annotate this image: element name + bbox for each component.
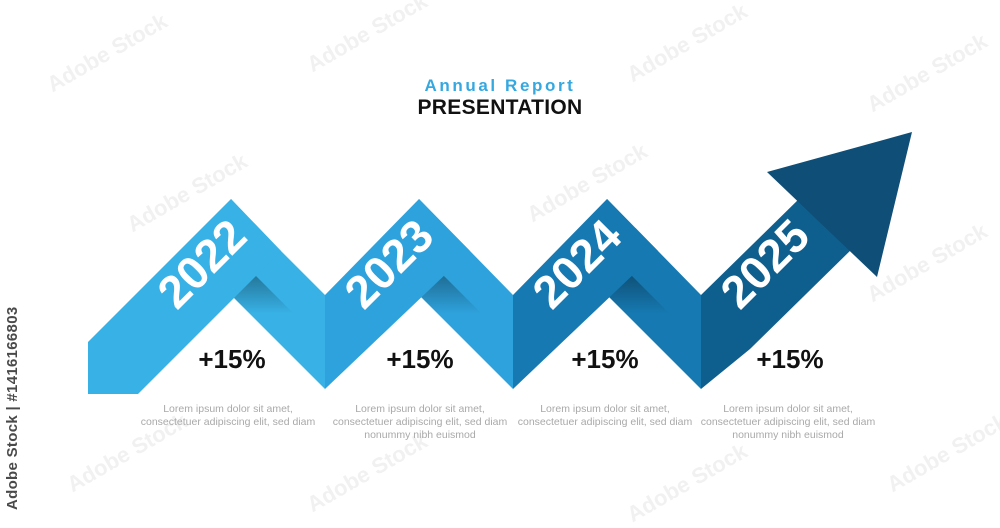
- description-line: Lorem ipsum dolor sit amet,: [355, 403, 485, 415]
- description-line: nonummy nibh euismod: [732, 429, 844, 441]
- ascending-band-2025: [701, 195, 855, 389]
- description-line: consectetuer adipiscing elit, sed diam: [700, 416, 876, 428]
- description-line: consectetuer adipiscing elit, sed diam: [332, 416, 508, 428]
- ascending-band-2024: [513, 199, 658, 389]
- arrow-head: [767, 132, 912, 277]
- step-description-2023: Lorem ipsum dolor sit amet, consectetuer…: [320, 403, 520, 442]
- description-line: consectetuer adipiscing elit, sed diam: [140, 416, 316, 428]
- ascending-band-2022: [88, 199, 281, 394]
- report-title: PRESENTATION: [417, 96, 583, 119]
- fold-shadow-3: [607, 273, 701, 389]
- description-line: Lorem ipsum dolor sit amet,: [723, 403, 853, 415]
- growth-value-2023: +15%: [386, 344, 454, 374]
- description-line: Lorem ipsum dolor sit amet,: [163, 403, 293, 415]
- step-description-2022: Lorem ipsum dolor sit amet, consectetuer…: [128, 403, 328, 429]
- growth-value-2022: +15%: [198, 344, 266, 374]
- step-description-2024: Lorem ipsum dolor sit amet, consectetuer…: [505, 403, 705, 429]
- growth-value-2025: +15%: [756, 344, 824, 374]
- description-line: consectetuer adipiscing elit, sed diam: [517, 416, 693, 428]
- report-subtitle: Annual Report: [424, 76, 576, 95]
- fold-shadow-2: [419, 273, 513, 389]
- step-description-2025: Lorem ipsum dolor sit amet, consectetuer…: [688, 403, 888, 442]
- ascending-band-2023: [325, 199, 470, 389]
- stock-credit: Adobe Stock | #1416166803: [4, 306, 21, 510]
- description-line: nonummy nibh euismod: [364, 429, 476, 441]
- fold-shadow-1: [231, 273, 325, 389]
- description-line: Lorem ipsum dolor sit amet,: [540, 403, 670, 415]
- growth-value-2024: +15%: [571, 344, 639, 374]
